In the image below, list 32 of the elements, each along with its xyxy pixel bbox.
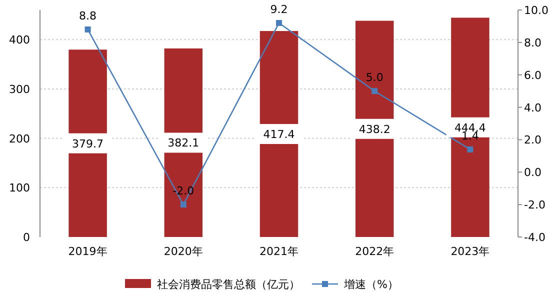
x-tick-label: 2022年	[355, 245, 394, 258]
y-tick-label: 300	[9, 82, 30, 96]
x-tick-label: 2020年	[164, 245, 203, 258]
point	[467, 146, 474, 152]
point	[180, 202, 186, 208]
data-label: 417.4	[263, 128, 295, 142]
point	[84, 26, 91, 32]
y-tick-label: 100	[9, 182, 30, 195]
point	[276, 20, 282, 26]
data-label: 9.2	[270, 2, 288, 16]
y2-tick-label: 4.0	[524, 101, 542, 114]
y2-tick-label: 8.0	[524, 36, 542, 50]
data-label: 8.8	[79, 9, 97, 22]
data-label: 438.2	[358, 122, 390, 136]
x-tick-label: 2023年	[450, 245, 490, 258]
x-tick-label: 2021年	[260, 245, 298, 258]
x-tick-label: 2019年	[68, 245, 108, 258]
y-tick-label: 400	[9, 34, 30, 47]
data-label: 382.1	[168, 136, 200, 150]
data-label: 379.7	[72, 137, 104, 150]
legend-label: 增速（%）	[343, 278, 398, 291]
y2-tick-label: 6.0	[524, 68, 542, 82]
y-tick-label: 0	[23, 231, 30, 244]
y2-tick-label: 0.0	[524, 166, 542, 180]
y2-tick-label: -2.0	[524, 198, 546, 212]
y2-tick-label: 10.0	[524, 4, 548, 17]
y-tick-label: 200	[9, 132, 30, 146]
point	[372, 88, 378, 94]
y2-tick-label: 2.0	[524, 134, 542, 147]
y2-tick-label: -4.0	[524, 231, 546, 244]
legend-label: 社会消费品零售总额（亿元）	[157, 278, 300, 291]
data-label: 5.0	[366, 71, 384, 84]
